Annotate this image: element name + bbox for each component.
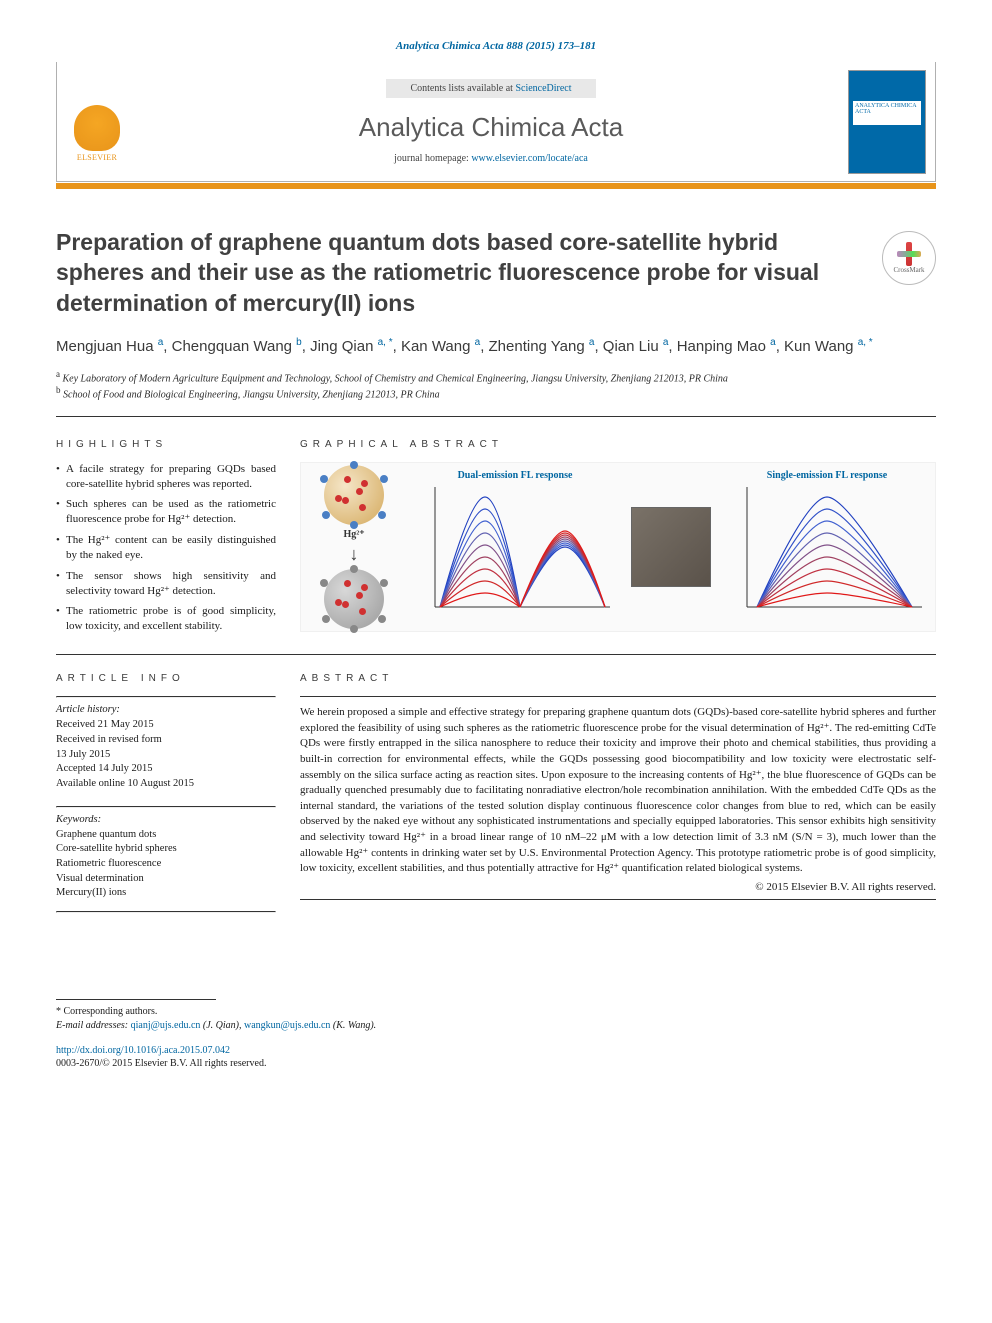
abstract-label: ABSTRACT <box>300 673 936 684</box>
abstract-text: We herein proposed a simple and effectiv… <box>300 705 936 877</box>
single-emission-spectrum: Single-emission FL response <box>727 472 927 622</box>
contents-available: Contents lists available at ScienceDirec… <box>386 79 595 98</box>
email-link[interactable]: wangkun@ujs.edu.cn <box>244 1020 330 1031</box>
authors-list: Mengjuan Hua a, Chengquan Wang b, Jing Q… <box>56 336 936 357</box>
dual-emission-spectrum: Dual-emission FL response <box>415 472 615 622</box>
graphical-abstract: Hg²⁺ ↓ Dual-emission FL response Single-… <box>300 462 936 632</box>
keywords-label: Keywords: <box>56 814 276 825</box>
arrow-down-icon: ↓ <box>350 544 359 565</box>
graphical-abstract-label: GRAPHICAL ABSTRACT <box>300 439 936 450</box>
divider <box>300 696 936 697</box>
journal-homepage: journal homepage: www.elsevier.com/locat… <box>394 153 588 164</box>
highlight-item: A facile strategy for preparing GQDs bas… <box>56 462 276 492</box>
keywords-list: Graphene quantum dotsCore-satellite hybr… <box>56 828 276 901</box>
journal-name: Analytica Chimica Acta <box>359 112 623 143</box>
quenched-sphere-icon <box>324 569 384 629</box>
affiliations: a Key Laboratory of Modern Agriculture E… <box>56 369 936 402</box>
highlight-item: The ratiometric probe is of good simplic… <box>56 604 276 634</box>
footer-divider <box>56 999 216 1000</box>
corresponding-emails: E-mail addresses: qianj@ujs.edu.cn (J. Q… <box>56 1020 936 1031</box>
history-label: Article history: <box>56 704 276 715</box>
highlights-list: A facile strategy for preparing GQDs bas… <box>56 462 276 634</box>
copyright: © 2015 Elsevier B.V. All rights reserved… <box>300 881 936 893</box>
crossmark-badge[interactable]: CrossMark <box>882 231 936 285</box>
article-title: Preparation of graphene quantum dots bas… <box>56 227 936 318</box>
doi-link[interactable]: http://dx.doi.org/10.1016/j.aca.2015.07.… <box>56 1045 230 1056</box>
highlight-item: The sensor shows high sensitivity and se… <box>56 569 276 599</box>
hg-label: Hg²⁺ <box>343 529 364 540</box>
article-info-label: ARTICLE INFO <box>56 673 276 684</box>
highlights-label: HIGHLIGHTS <box>56 439 276 450</box>
divider <box>56 654 936 655</box>
hybrid-sphere-icon <box>324 465 384 525</box>
journal-header: ELSEVIER Contents lists available at Sci… <box>56 62 936 182</box>
sciencedirect-link[interactable]: ScienceDirect <box>515 83 571 94</box>
article-history: Received 21 May 2015Received in revised … <box>56 718 276 791</box>
journal-reference: Analytica Chimica Acta 888 (2015) 173–18… <box>56 40 936 52</box>
elsevier-logo: ELSEVIER <box>67 105 127 175</box>
highlight-item: Such spheres can be used as the ratiomet… <box>56 497 276 527</box>
divider <box>56 911 276 913</box>
corresponding-authors: * Corresponding authors. <box>56 1006 936 1017</box>
highlight-item: The Hg²⁺ content can be easily distingui… <box>56 533 276 563</box>
tem-image <box>631 507 711 587</box>
divider <box>56 416 936 417</box>
divider <box>56 696 276 698</box>
issn-copyright: 0003-2670/© 2015 Elsevier B.V. All right… <box>56 1058 936 1069</box>
journal-cover-thumb: ANALYTICA CHIMICA ACTA <box>848 70 926 174</box>
divider-bar <box>56 183 936 189</box>
divider <box>56 806 276 808</box>
email-link[interactable]: qianj@ujs.edu.cn <box>131 1020 201 1031</box>
divider <box>300 899 936 900</box>
doi: http://dx.doi.org/10.1016/j.aca.2015.07.… <box>56 1045 936 1056</box>
homepage-link[interactable]: www.elsevier.com/locate/aca <box>471 153 588 164</box>
